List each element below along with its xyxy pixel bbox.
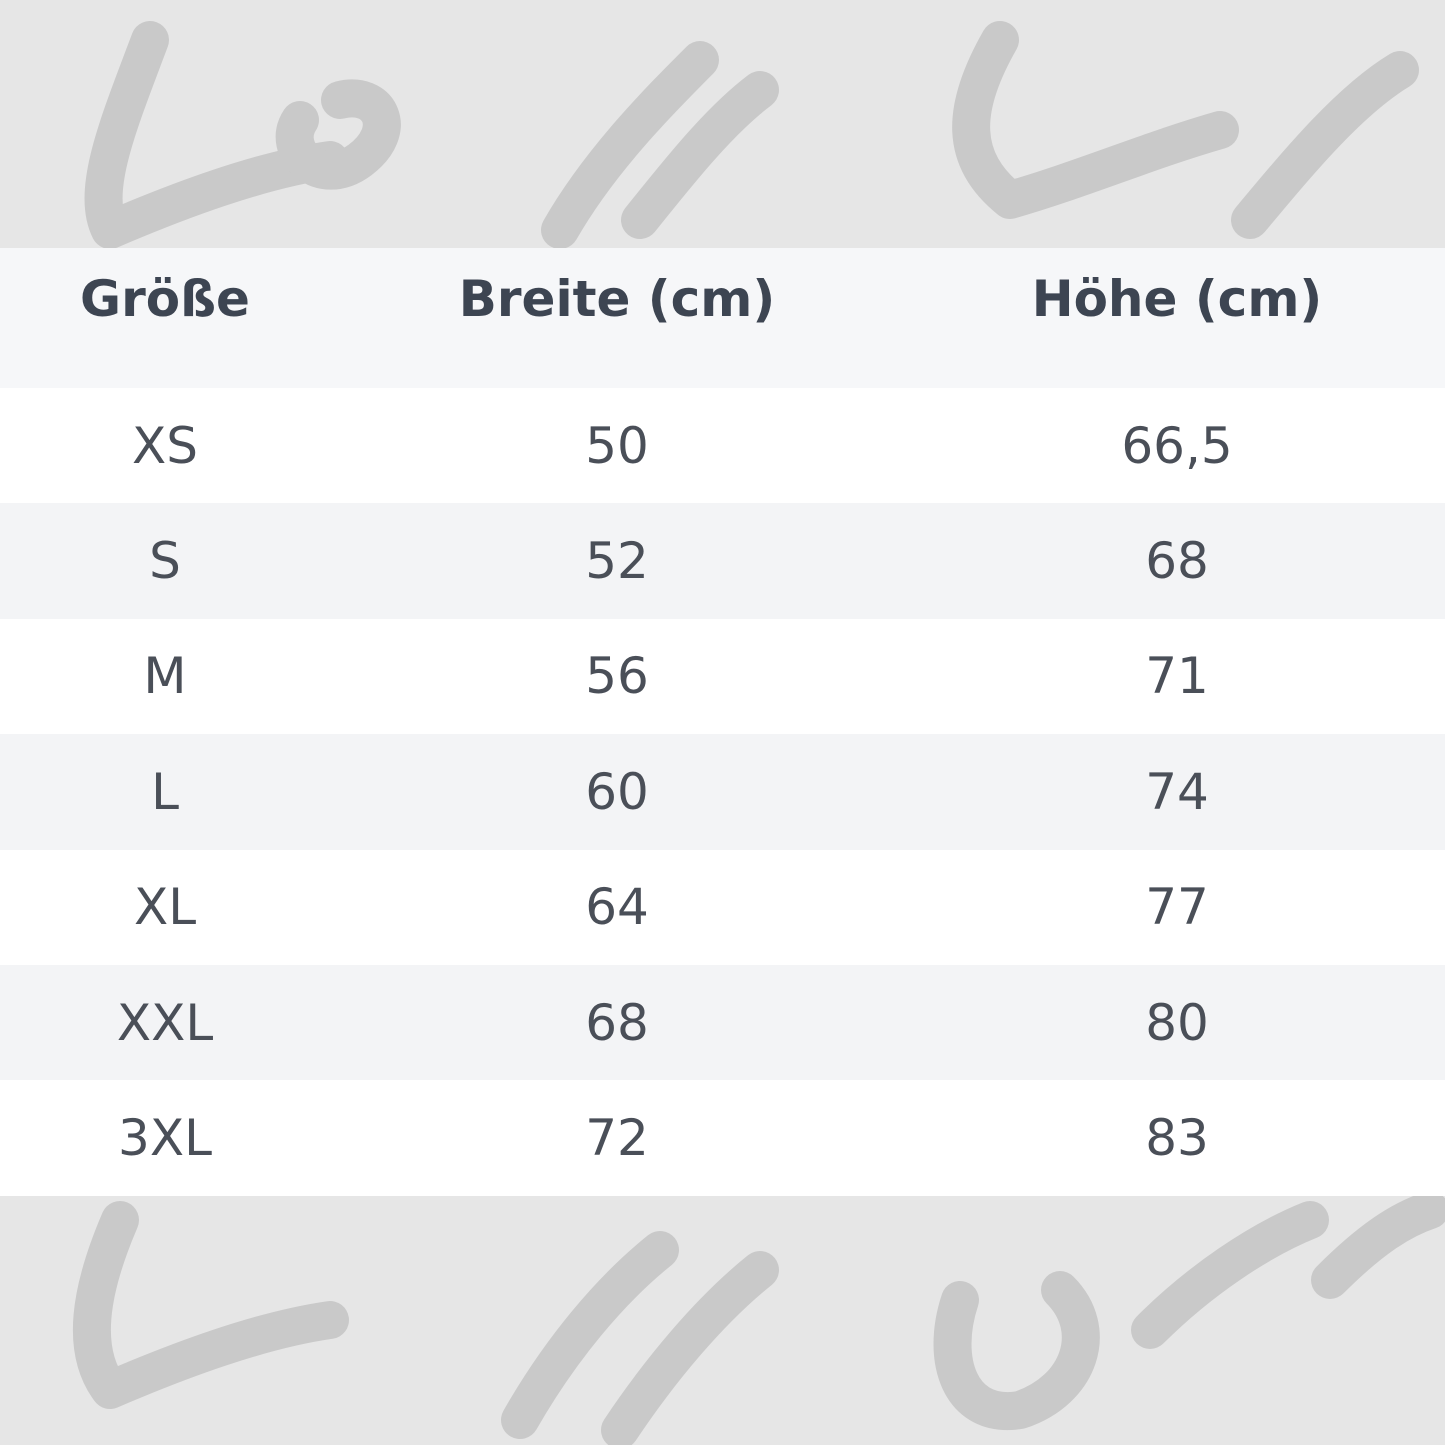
watermark-stroke bbox=[84, 21, 349, 249]
width-cell: 68 bbox=[585, 993, 649, 1052]
size-chart-table: Größe Breite (cm) Höhe (cm) XS 50 66,5 S 52 6… bbox=[0, 248, 1445, 1196]
table-row: S 52 68 bbox=[0, 503, 1445, 619]
size-cell: S bbox=[149, 532, 181, 591]
size-cell: M bbox=[143, 647, 187, 706]
table-row: L 60 74 bbox=[0, 734, 1445, 850]
width-cell: 50 bbox=[585, 416, 649, 475]
width-cell: 72 bbox=[585, 1109, 649, 1168]
table-row: M 56 71 bbox=[0, 618, 1445, 735]
size-cell: 3XL bbox=[118, 1109, 212, 1168]
height-cell: 74 bbox=[1145, 762, 1209, 821]
height-cell: 83 bbox=[1145, 1109, 1209, 1168]
height-cell: 68 bbox=[1145, 532, 1209, 591]
watermark-stroke bbox=[501, 1231, 779, 1445]
height-cell: 71 bbox=[1145, 647, 1209, 706]
watermark-stroke bbox=[275, 79, 401, 190]
header-height: Höhe (cm) bbox=[1031, 270, 1323, 328]
table-row: XXL 68 80 bbox=[0, 964, 1445, 1081]
size-cell: XXL bbox=[116, 993, 214, 1052]
watermark-stroke bbox=[1131, 1191, 1445, 1349]
width-cell: 52 bbox=[585, 532, 649, 591]
size-cell: L bbox=[151, 762, 179, 821]
table-header: Größe Breite (cm) Höhe (cm) bbox=[0, 248, 1445, 388]
watermark-stroke bbox=[952, 21, 1239, 219]
height-cell: 66,5 bbox=[1121, 416, 1233, 475]
width-cell: 56 bbox=[585, 647, 649, 706]
size-cell: XL bbox=[133, 878, 197, 937]
header-size: Größe bbox=[80, 270, 250, 328]
watermark-stroke bbox=[933, 1271, 1100, 1431]
header-width: Breite (cm) bbox=[458, 270, 776, 328]
table-row: XL 64 77 bbox=[0, 849, 1445, 965]
height-cell: 77 bbox=[1145, 878, 1209, 937]
watermark-stroke bbox=[1231, 51, 1419, 239]
watermark-stroke bbox=[72, 1201, 349, 1409]
height-cell: 80 bbox=[1145, 993, 1209, 1052]
table-row: XS 50 66,5 bbox=[0, 388, 1445, 504]
table-row: 3XL 72 83 bbox=[0, 1080, 1445, 1196]
width-cell: 60 bbox=[585, 762, 649, 821]
size-cell: XS bbox=[132, 416, 198, 475]
table-body: XS 50 66,5 S 52 68 M 56 71 L 60 74 XL 64 77 XXL 68 80 3XL 7… bbox=[0, 388, 1445, 1196]
watermark-stroke bbox=[541, 41, 779, 249]
width-cell: 64 bbox=[585, 878, 649, 937]
